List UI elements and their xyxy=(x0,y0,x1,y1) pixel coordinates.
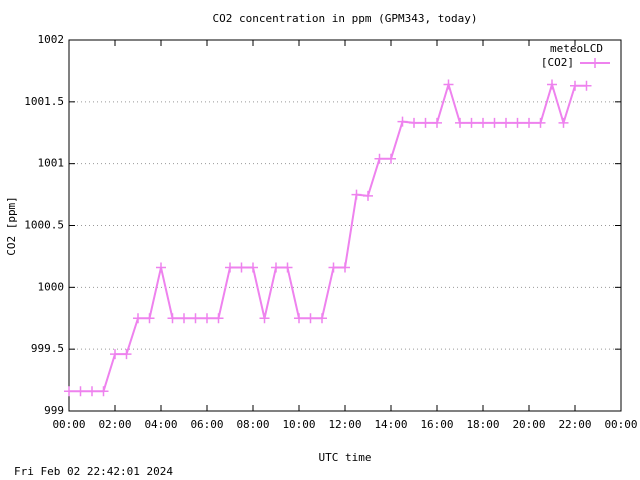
point xyxy=(466,117,477,128)
x-tick-label: 22:00 xyxy=(558,418,591,431)
point xyxy=(110,349,120,360)
point xyxy=(259,313,270,324)
y-axis-label: CO2 [ppm] xyxy=(5,196,18,256)
legend-title: meteoLCD xyxy=(550,42,603,55)
point xyxy=(478,117,488,128)
point xyxy=(98,386,109,397)
y-tick-label: 1002 xyxy=(38,33,65,46)
y-tick-label: 999.5 xyxy=(31,342,64,355)
x-tick-label: 10:00 xyxy=(282,418,315,431)
plot-border xyxy=(68,39,622,412)
y-tick-label: 999 xyxy=(44,404,64,417)
point xyxy=(351,189,362,200)
x-tick-label: 02:00 xyxy=(98,418,131,431)
point xyxy=(225,262,235,273)
point xyxy=(156,262,166,273)
point xyxy=(179,313,189,324)
point xyxy=(386,153,396,164)
point xyxy=(455,117,465,128)
point xyxy=(397,116,408,127)
point xyxy=(271,262,281,273)
point xyxy=(190,313,201,324)
x-tick-label: 18:00 xyxy=(466,418,499,431)
point xyxy=(213,313,224,324)
point xyxy=(294,313,304,324)
x-tick-label: 06:00 xyxy=(190,418,223,431)
point xyxy=(558,117,569,128)
point xyxy=(87,386,97,397)
point xyxy=(328,262,339,273)
x-tick-label: 00:00 xyxy=(604,418,637,431)
legend-point xyxy=(590,58,600,68)
point xyxy=(202,313,212,324)
point xyxy=(524,117,534,128)
point xyxy=(75,386,86,397)
point xyxy=(581,80,592,91)
series-line xyxy=(69,81,587,393)
point xyxy=(443,79,454,90)
x-tick-label: 00:00 xyxy=(52,418,85,431)
point xyxy=(317,313,327,324)
legend-label: [CO2] xyxy=(541,56,574,69)
x-tick-label: 04:00 xyxy=(144,418,177,431)
chart-title: CO2 concentration in ppm (GPM343, today) xyxy=(213,12,478,25)
point xyxy=(363,190,373,201)
x-tick-label: 20:00 xyxy=(512,418,545,431)
x-tick-label: 16:00 xyxy=(420,418,453,431)
y-tick-label: 1000 xyxy=(38,280,65,293)
x-tick-label: 14:00 xyxy=(374,418,407,431)
point xyxy=(236,262,247,273)
point xyxy=(432,117,442,128)
point xyxy=(133,313,143,324)
x-tick-label: 12:00 xyxy=(328,418,361,431)
point xyxy=(420,117,431,128)
x-axis-label: UTC time xyxy=(319,451,372,464)
footer: Fri Feb 02 22:42:01 2024 xyxy=(14,465,173,478)
point xyxy=(340,262,350,273)
x-tick-label: 08:00 xyxy=(236,418,269,431)
point xyxy=(167,313,178,324)
y-tick-label: 1001.5 xyxy=(24,95,64,108)
point xyxy=(501,117,511,128)
point xyxy=(547,79,557,90)
point xyxy=(535,117,546,128)
point xyxy=(121,349,132,360)
point xyxy=(64,386,74,397)
point xyxy=(489,117,500,128)
point xyxy=(374,153,385,164)
point xyxy=(248,262,258,273)
y-tick-label: 1000.5 xyxy=(24,219,64,232)
point xyxy=(144,313,155,324)
y-tick-label: 1001 xyxy=(38,157,65,170)
point xyxy=(305,313,316,324)
point xyxy=(409,117,419,128)
point xyxy=(512,117,523,128)
point xyxy=(570,80,580,91)
point xyxy=(282,262,293,273)
